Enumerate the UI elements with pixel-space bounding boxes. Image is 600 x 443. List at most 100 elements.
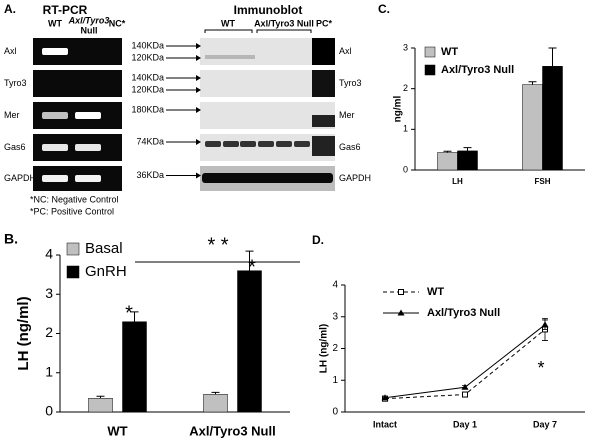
annotation: * — [125, 302, 133, 324]
error-bar — [96, 395, 105, 399]
legend-label: WT — [441, 46, 458, 58]
footnote: *PC: Positive Control — [30, 206, 114, 216]
blot-band — [205, 55, 255, 59]
y-tick-label: 3 — [45, 285, 53, 301]
arrow-head — [196, 107, 201, 113]
legend-label: GnRH — [85, 263, 127, 280]
bar — [522, 84, 543, 171]
blot-band — [312, 136, 335, 156]
panel-label: B. — [4, 231, 18, 247]
blot-band — [312, 38, 335, 65]
arrow-head — [196, 43, 201, 49]
legend-swatch — [424, 46, 436, 58]
x-tick-label: LH — [452, 177, 463, 186]
size-marker-label: 120KDa — [131, 84, 164, 94]
x-tick-label: Day 1 — [453, 419, 477, 429]
rt-pcr-title: RT-PCR — [43, 3, 88, 17]
column-header: Axl/Tyro3 — [68, 15, 110, 25]
blot-band — [202, 173, 333, 183]
error-bar — [528, 81, 537, 85]
y-tick-label: 3 — [403, 42, 408, 52]
gel-band — [42, 48, 68, 55]
panel-label: D. — [312, 233, 324, 247]
marker — [397, 309, 405, 316]
blot-band — [312, 70, 335, 97]
y-tick-label: 4 — [45, 246, 53, 262]
x-tick-label: Intact — [373, 419, 397, 429]
blot-row-label: GAPDH — [339, 173, 371, 183]
gel-band — [75, 175, 101, 182]
x-tick-label: WT — [107, 423, 127, 438]
blot-row-label: Tyro3 — [339, 78, 362, 88]
arrow-head — [196, 139, 201, 145]
gel-row-label: Axl — [4, 46, 17, 56]
gel-row-label: Gas6 — [4, 142, 26, 152]
column-header: Null — [81, 25, 98, 35]
y-tick-label: 4 — [332, 280, 338, 291]
arrow-head — [196, 87, 201, 93]
gel-band — [75, 144, 101, 151]
blot-band — [276, 141, 292, 147]
annotation: * — [537, 358, 544, 378]
error-bar — [130, 311, 139, 322]
blot-band — [240, 141, 256, 147]
legend-label: WT — [427, 286, 444, 298]
bar — [122, 321, 147, 413]
blot-row-label: Mer — [339, 110, 355, 120]
bar — [88, 398, 113, 413]
blot-band — [258, 141, 274, 147]
legend-swatch — [66, 265, 80, 279]
gel-band — [42, 175, 68, 182]
bar — [457, 150, 478, 171]
bar — [437, 152, 458, 171]
y-tick-label: 1 — [403, 124, 408, 134]
column-header: WT — [221, 18, 235, 28]
column-header: Axl/Tyro3 Null — [254, 18, 314, 28]
size-marker-label: 74KDa — [136, 136, 164, 146]
column-header: WT — [48, 18, 62, 28]
annotation: * * — [207, 234, 228, 256]
error-bar — [443, 150, 452, 153]
gel-image — [33, 70, 122, 97]
legend-swatch — [424, 64, 436, 76]
size-marker-label: 140KDa — [131, 72, 164, 82]
x-tick-label: Day 7 — [533, 419, 557, 429]
x-tick-label: FSH — [535, 177, 551, 186]
annotation: * — [248, 256, 256, 278]
error-bar — [245, 250, 254, 271]
x-tick-label: Axl/Tyro3 Null — [189, 423, 275, 438]
marker — [461, 383, 469, 390]
panel-label: C. — [378, 2, 390, 16]
y-axis-label: LH (ng/ml) — [15, 296, 32, 370]
y-tick-label: 0 — [403, 164, 408, 174]
error-bar — [463, 147, 472, 151]
blot-row-label: Gas6 — [339, 142, 361, 152]
footnote: *NC: Negative Control — [30, 194, 119, 204]
panel-label: A. — [4, 2, 16, 16]
blot-band — [294, 141, 310, 147]
bar — [203, 394, 228, 413]
legend-label: Basal — [85, 240, 123, 257]
size-marker-label: 180KDa — [131, 104, 164, 114]
blot-band — [223, 141, 239, 147]
y-axis-label: LH (ng/ml) — [319, 324, 330, 373]
marker — [398, 289, 404, 295]
immunoblot-title: Immunoblot — [234, 3, 303, 17]
error-bar — [548, 47, 557, 67]
column-header: PC* — [316, 18, 333, 28]
y-tick-label: 0 — [332, 407, 338, 418]
gel-band — [75, 112, 101, 119]
arrow-head — [196, 75, 201, 81]
legend-label: Axl/Tyro3 Null — [441, 64, 514, 76]
column-header: NC* — [109, 18, 126, 28]
y-tick-label: 1 — [332, 375, 338, 386]
bar — [237, 270, 262, 413]
legend-swatch — [66, 242, 80, 256]
gel-row-label: Tyro3 — [4, 78, 27, 88]
legend-label: Axl/Tyro3 Null — [427, 307, 500, 319]
marker — [541, 321, 549, 328]
y-tick-label: 2 — [403, 83, 408, 93]
gel-row-label: GAPDH — [4, 173, 36, 183]
y-tick-label: 2 — [332, 343, 338, 354]
